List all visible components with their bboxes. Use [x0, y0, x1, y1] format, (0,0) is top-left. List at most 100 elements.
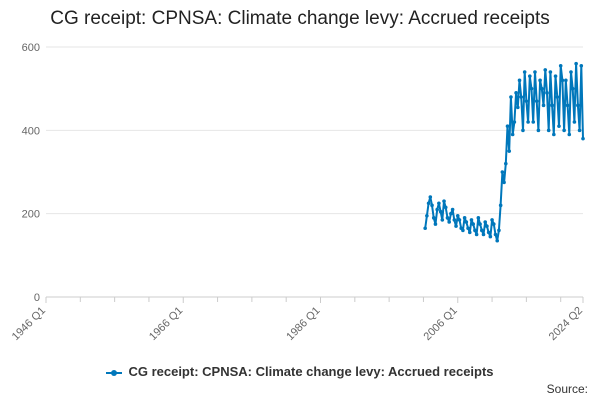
data-point: [469, 218, 474, 222]
data-point: [464, 220, 469, 224]
data-point: [454, 224, 458, 228]
data-point: [550, 103, 554, 108]
data-point: [483, 220, 488, 224]
data-point: [481, 232, 486, 237]
data-point: [431, 216, 436, 220]
y-tick-label: 0: [34, 292, 40, 304]
data-point: [567, 132, 572, 137]
data-point: [510, 132, 515, 137]
data-point: [423, 226, 427, 231]
data-point: [435, 207, 439, 212]
data-point: [443, 205, 448, 210]
data-point: [581, 136, 585, 141]
data-point: [529, 86, 534, 91]
data-point: [447, 220, 451, 224]
data-point: [533, 70, 537, 74]
data-point: [505, 124, 510, 128]
y-tick-label: 400: [22, 125, 40, 137]
data-point: [490, 218, 494, 222]
data-point: [538, 78, 542, 83]
data-point: [541, 103, 546, 108]
data-point: [433, 222, 438, 226]
data-point: [486, 230, 491, 235]
data-point: [579, 63, 584, 68]
x-tick-label: 1966 Q1: [147, 305, 185, 343]
data-point: [495, 238, 500, 243]
data-point: [548, 70, 553, 74]
legend-swatch-icon: [106, 369, 123, 376]
data-point: [476, 216, 481, 220]
data-point: [553, 74, 558, 78]
data-point: [478, 222, 482, 226]
data-point: [498, 203, 503, 208]
data-point: [562, 128, 566, 133]
data-point: [519, 95, 524, 99]
data-point: [526, 120, 530, 124]
data-point: [572, 120, 577, 124]
data-point: [531, 120, 536, 124]
data-point: [462, 216, 467, 220]
data-point: [517, 78, 522, 83]
data-point: [437, 201, 441, 206]
series-line: [424, 62, 584, 242]
x-tick-label: 2024 Q2: [547, 305, 585, 343]
data-point: [430, 203, 434, 208]
legend[interactable]: CG receipt: CPNSA: Climate change levy: …: [0, 364, 600, 379]
data-point: [543, 68, 548, 72]
data-point: [502, 180, 506, 185]
data-point: [438, 209, 443, 214]
y-tick-label: 200: [22, 209, 40, 221]
data-point: [474, 232, 479, 237]
x-tick-label: 1986 Q1: [284, 305, 322, 343]
data-point: [445, 216, 450, 220]
data-point: [521, 128, 525, 133]
x-tick-label: 2006 Q1: [422, 305, 460, 343]
data-point: [493, 232, 498, 237]
source-label: Source:: [546, 382, 588, 396]
data-point: [546, 128, 551, 133]
legend-label: CG receipt: CPNSA: Climate change levy: …: [128, 364, 494, 379]
data-point: [491, 222, 496, 226]
data-point: [564, 78, 568, 83]
data-point: [479, 228, 484, 233]
data-point: [545, 91, 549, 95]
data-point: [507, 149, 512, 153]
data-point: [522, 70, 527, 74]
data-point: [450, 207, 455, 212]
data-point: [461, 228, 465, 233]
chart-title: CG receipt: CPNSA: Climate change levy: …: [50, 8, 550, 29]
data-point: [428, 195, 433, 199]
data-point: [449, 211, 453, 216]
data-point: [514, 91, 518, 95]
data-point: [455, 213, 460, 218]
data-point: [552, 132, 556, 137]
data-point: [574, 61, 578, 66]
data-point: [560, 78, 565, 83]
data-point: [524, 99, 529, 103]
data-point: [488, 234, 493, 239]
data-point: [512, 120, 517, 124]
data-point: [577, 128, 582, 133]
data-point: [452, 218, 457, 222]
data-point: [466, 226, 470, 231]
data-point: [440, 218, 445, 222]
data-point: [497, 228, 501, 233]
data-point: [557, 124, 561, 128]
data-point: [570, 86, 575, 91]
data-point: [576, 103, 580, 108]
data-point: [516, 105, 520, 110]
data-point: [528, 74, 532, 78]
data-point: [471, 222, 475, 226]
data-point: [426, 201, 431, 206]
data-point: [500, 170, 505, 174]
data-point: [457, 218, 462, 222]
data-point: [565, 103, 570, 108]
data-point: [442, 199, 446, 203]
data-point: [425, 213, 429, 218]
data-point: [467, 230, 472, 235]
data-point: [555, 95, 560, 99]
y-tick-label: 600: [22, 42, 40, 54]
data-point: [534, 99, 539, 103]
data-point: [509, 95, 513, 99]
